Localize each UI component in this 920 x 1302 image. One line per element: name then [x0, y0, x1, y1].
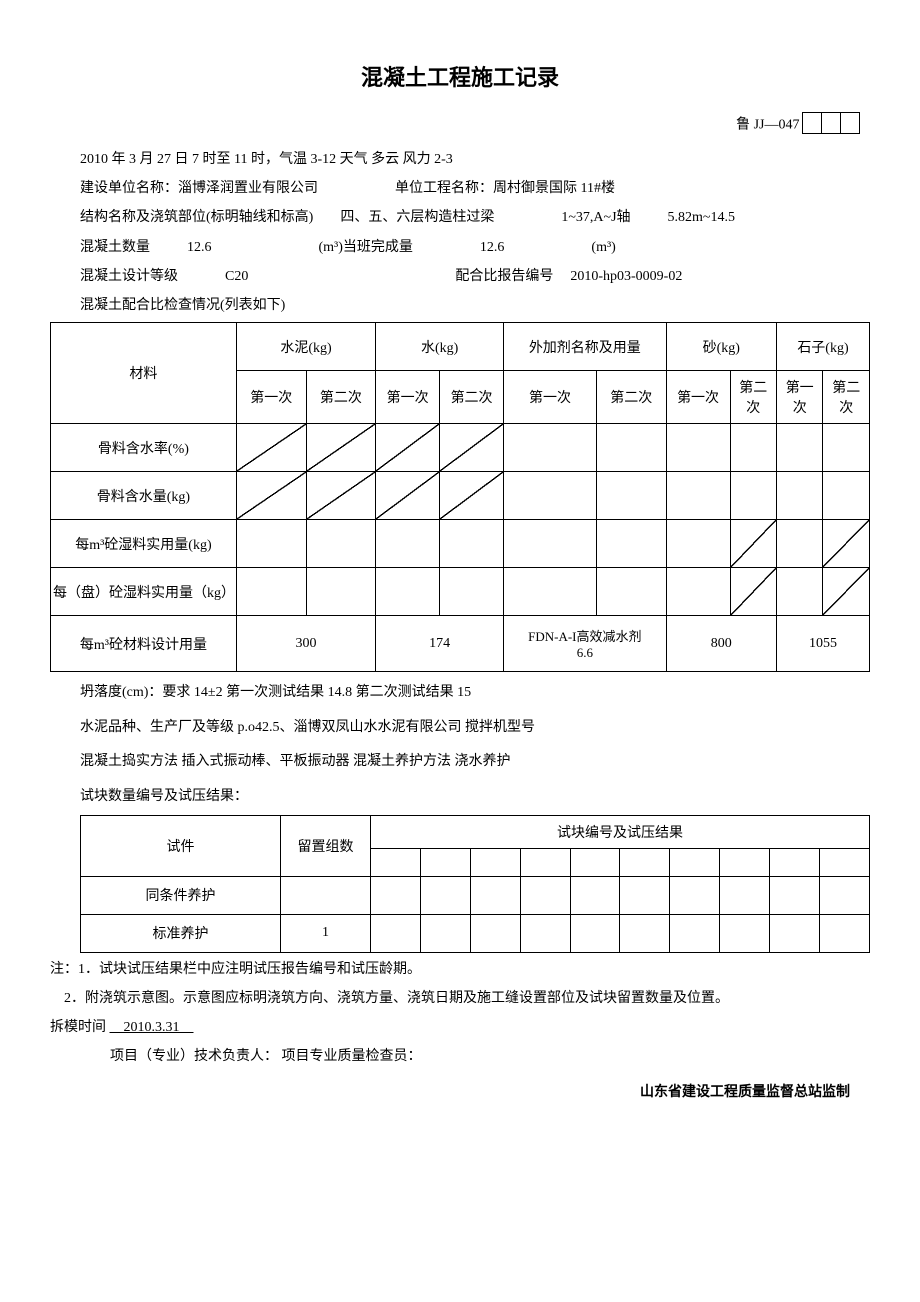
mix-row-label: 骨料含水率(%) [51, 424, 237, 472]
mix-sub: 第一次 [376, 371, 440, 424]
builder-label: 建设单位名称： [80, 181, 178, 196]
mix-sub: 第二次 [596, 371, 666, 424]
demold-val: 2010.3.31 [110, 1015, 230, 1040]
page-title: 混凝土工程施工记录 [50, 60, 870, 92]
mix-row: 骨料含水率(%) [51, 424, 870, 472]
cement-line: 水泥品种、生产厂及等级 p.o42.5、淄博双凤山水水泥有限公司 搅拌机型号 [80, 715, 870, 742]
mix-table: 材料 水泥(kg) 水(kg) 外加剂名称及用量 砂(kg) 石子(kg) 第一… [50, 322, 870, 672]
mix-sub: 第一次 [666, 371, 730, 424]
shift-unit: (m³) [591, 240, 615, 255]
block-label-line: 试块数量编号及试压结果： [80, 784, 870, 811]
elev-val: 5.82m~14.5 [668, 210, 735, 225]
block-row1-label: 同条件养护 [81, 876, 281, 914]
builder-line: 建设单位名称：淄博泽润置业有限公司 单位工程名称：周村御景国际 11#楼 [80, 176, 870, 201]
mix-row: 每m³砼湿料实用量(kg) [51, 520, 870, 568]
sig-line: 项目（专业）技术负责人： 项目专业质量检查员： [50, 1044, 870, 1069]
mix-design-val: 1055 [776, 616, 869, 672]
block-row: 标准养护 1 [81, 914, 870, 952]
mix-th-water: 水(kg) [376, 323, 504, 371]
demold-line: 拆模时间 2010.3.31 [50, 1015, 870, 1040]
form-code-boxes [803, 112, 860, 139]
shift-qty: 12.6 [480, 240, 505, 255]
qty-unit: (m³)当班完成量 [319, 240, 413, 255]
mix-sub: 第一次 [236, 371, 306, 424]
mix-row: 每（盘）砼湿料实用量（kg） [51, 568, 870, 616]
block-row: 同条件养护 [81, 876, 870, 914]
grade-line: 混凝土设计等级 C20 配合比报告编号 2010-hp03-0009-02 [80, 264, 870, 289]
mix-row-label: 每m³砼湿料实用量(kg) [51, 520, 237, 568]
mix-th-stone: 石子(kg) [776, 323, 869, 371]
mixcode-val: 2010-hp03-0009-02 [570, 269, 682, 284]
mix-design-label: 每m³砼材料设计用量 [51, 616, 237, 672]
compact-line: 混凝土捣实方法 插入式振动棒、平板振动器 混凝土养护方法 浇水养护 [80, 749, 870, 776]
mix-row-label: 每（盘）砼湿料实用量（kg） [51, 568, 237, 616]
mix-th-sand: 砂(kg) [666, 323, 776, 371]
grade-val: C20 [225, 269, 248, 284]
block-th-item: 试件 [81, 815, 281, 876]
block-row2-val: 1 [281, 914, 371, 952]
struct-line: 结构名称及浇筑部位(标明轴线和标高) 四、五、六层构造柱过梁 1~37,A~J轴… [80, 205, 870, 230]
block-th-results: 试块编号及试压结果 [371, 815, 870, 848]
form-code-label: 鲁 JJ—047 [736, 118, 799, 133]
form-code: 鲁 JJ—047 [50, 112, 870, 139]
mix-sub: 第二 次 [823, 371, 870, 424]
footer: 山东省建设工程质量监督总站监制 [50, 1081, 870, 1101]
qty-val: 12.6 [187, 240, 212, 255]
mix-design-row: 每m³砼材料设计用量 300 174 FDN-A-I高效减水剂 6.6 800 … [51, 616, 870, 672]
mix-sub: 第一次 [504, 371, 597, 424]
mix-design-val: 174 [376, 616, 504, 672]
struct-label: 结构名称及浇筑部位(标明轴线和标高) [80, 210, 313, 225]
mix-row-label: 骨料含水量(kg) [51, 472, 237, 520]
mix-th-material: 材料 [51, 323, 237, 424]
axis-val: 1~37,A~J轴 [561, 210, 630, 225]
date-line: 2010 年 3 月 27 日 7 时至 11 时，气温 3-12 天气 多云 … [80, 147, 870, 172]
note-1: 注：1．试块试压结果栏中应注明试压报告编号和试压龄期。 [50, 957, 870, 982]
mixcode-label: 配合比报告编号 [455, 269, 553, 284]
unitproj-val: 周村御景国际 11#楼 [493, 181, 615, 196]
mix-design-val: FDN-A-I高效减水剂 6.6 [504, 616, 667, 672]
block-table: 试件 留置组数 试块编号及试压结果 同条件养护 标准养护 1 [80, 815, 870, 953]
mix-sub: 第二 次 [730, 371, 776, 424]
block-th-groups: 留置组数 [281, 815, 371, 876]
mix-design-val: 300 [236, 616, 375, 672]
mix-sub: 第二次 [306, 371, 376, 424]
mix-th-cement: 水泥(kg) [236, 323, 375, 371]
unitproj-label: 单位工程名称： [395, 181, 493, 196]
slump-line: 坍落度(cm)：要求 14±2 第一次测试结果 14.8 第二次测试结果 15 [80, 680, 870, 707]
grade-label: 混凝土设计等级 [80, 269, 178, 284]
struct-val: 四、五、六层构造柱过梁 [340, 210, 494, 225]
mix-sub: 第一 次 [776, 371, 822, 424]
qty-label: 混凝土数量 [80, 240, 150, 255]
mixcheck-line: 混凝土配合比检查情况(列表如下) [80, 293, 870, 318]
mix-th-additive: 外加剂名称及用量 [504, 323, 667, 371]
qty-line: 混凝土数量 12.6 (m³)当班完成量 12.6 (m³) [80, 235, 870, 260]
mix-row: 骨料含水量(kg) [51, 472, 870, 520]
note-2: 2．附浇筑示意图。示意图应标明浇筑方向、浇筑方量、浇筑日期及施工缝设置部位及试块… [50, 986, 870, 1011]
mix-design-val: 800 [666, 616, 776, 672]
demold-label: 拆模时间 [50, 1020, 106, 1035]
mix-sub: 第二次 [440, 371, 504, 424]
block-row2-label: 标准养护 [81, 914, 281, 952]
builder-val: 淄博泽润置业有限公司 [178, 181, 318, 196]
